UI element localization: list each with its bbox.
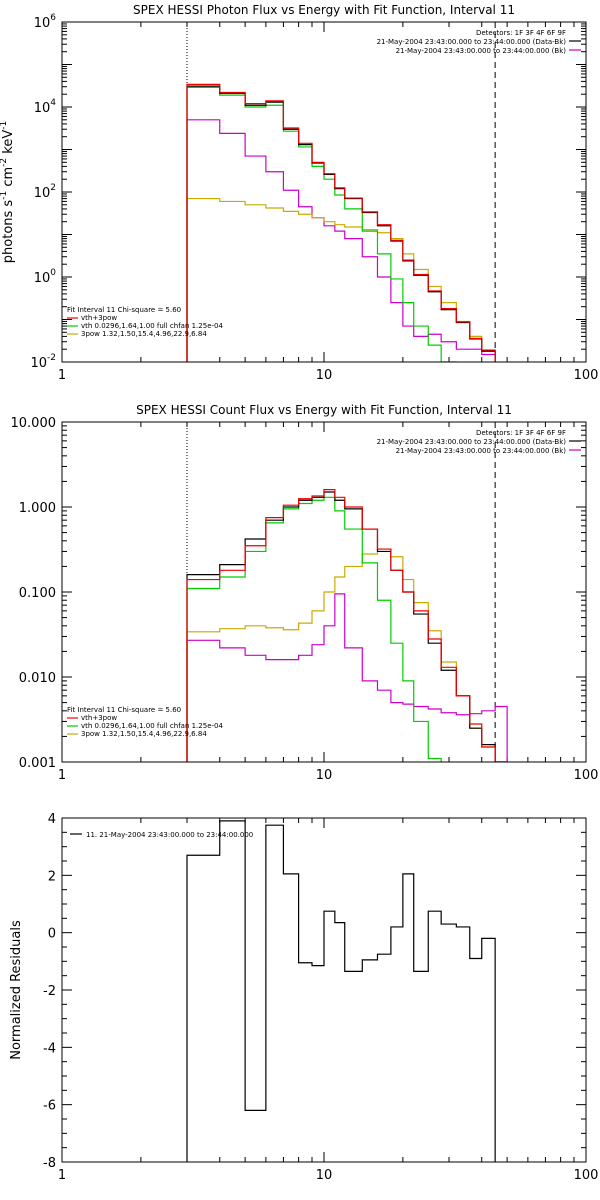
y-tick-label: 2 <box>48 869 56 884</box>
legend-bottom-left: Fit Interval 11 Chi-square = 5.60vth+3po… <box>67 306 223 338</box>
y-tick-label: 0 <box>48 927 56 942</box>
y-tick-label: -2 <box>43 984 56 999</box>
x-axis: 1 10 100 <box>58 422 599 783</box>
y-tick-label: 102 <box>34 183 56 201</box>
legend-entry: vth+3pow <box>81 314 117 322</box>
x-tick-label: 1 <box>58 768 66 783</box>
y-tick-label: 106 <box>34 13 57 31</box>
y-axis-label: photons s-1 cm-2 keV-1 <box>0 121 16 263</box>
y-tick-label: 0.010 <box>19 671 56 686</box>
legend-entry: vth+3pow <box>81 714 117 722</box>
x-tick-label: 100 <box>574 1168 599 1183</box>
series-vth-3pow <box>186 83 496 362</box>
legend-entry: Detectors: 1F 3F 4F 6F 9F <box>476 29 566 37</box>
chart-title: SPEX HESSI Photon Flux vs Energy with Fi… <box>133 3 515 17</box>
y-tick-label: 10-2 <box>30 353 56 371</box>
x-axis: 1 10 100 <box>58 22 599 383</box>
legend-bottom-left: Fit Interval 11 Chi-square = 5.60vth+3po… <box>67 706 223 738</box>
legend-entry: 21-May-2004 23:43:00.000 to 23:44:00.000… <box>396 447 567 455</box>
y-tick-label: 1.000 <box>19 501 56 516</box>
y-tick-label: 100 <box>34 268 57 286</box>
y-axis: 10-2 100 102 104 106 <box>30 13 586 371</box>
y-tick-label: 104 <box>34 98 57 116</box>
legend-entry: vth 0.0296,1.64,1.00 full chfan 1.25e-04 <box>81 722 223 730</box>
x-tick-label: 10 <box>316 368 333 383</box>
y-axis-label: Normalized Residuals <box>9 920 24 1060</box>
chart-panel-2: SPEX HESSI Count Flux vs Energy with Fit… <box>11 403 599 783</box>
legend-entry: 21-May-2004 23:43:00.000 to 23:44:00.000… <box>377 38 567 46</box>
x-tick-label: 1 <box>58 1168 66 1183</box>
x-tick-label: 10 <box>316 768 333 783</box>
y-axis: 0.001 0.010 0.100 1.000 10.000 <box>11 416 586 771</box>
chart-title: SPEX HESSI Count Flux vs Energy with Fit… <box>136 403 512 417</box>
legend-entry: vth 0.0296,1.64,1.00 full chfan 1.25e-04 <box>81 322 223 330</box>
plot-frame <box>61 421 587 763</box>
chart-panel-1: SPEX HESSI Photon Flux vs Energy with Fi… <box>0 3 599 383</box>
x-tick-label: 100 <box>574 768 599 783</box>
legend-entry: 11. 21-May-2004 23:43:00.000 to 23:44:00… <box>86 831 253 839</box>
series-11-21-may-2004-23-43-00-000-to-23-44-00-000 <box>186 820 496 1162</box>
legend-entry: 21-May-2004 23:43:00.000 to 23:44:00.000… <box>396 47 567 55</box>
y-tick-label: -4 <box>43 1041 56 1056</box>
y-tick-label: 0.001 <box>19 756 56 771</box>
series-bk <box>186 119 496 362</box>
plot-frame <box>61 817 587 1163</box>
series-vth-3pow <box>186 489 508 762</box>
legend-entry: Detectors: 1F 3F 4F 6F 9F <box>476 429 566 437</box>
legend-entry: 3pow 1.32,1.50,15.4,4.96,22.9,6.84 <box>81 330 207 338</box>
legend-entry: 3pow 1.32,1.50,15.4,4.96,22.9,6.84 <box>81 730 207 738</box>
legend-top-left: 11. 21-May-2004 23:43:00.000 to 23:44:00… <box>70 831 253 839</box>
legend-entry: Fit Interval 11 Chi-square = 5.60 <box>67 706 181 714</box>
y-tick-label: -6 <box>43 1099 56 1114</box>
y-tick-label: 4 <box>48 812 56 827</box>
plot-frame <box>61 21 587 363</box>
legend-entry: Fit Interval 11 Chi-square = 5.60 <box>67 306 181 314</box>
y-tick-label: 0.100 <box>19 586 56 601</box>
y-tick-label: -8 <box>43 1156 56 1171</box>
x-tick-label: 100 <box>574 368 599 383</box>
x-tick-label: 10 <box>316 1168 333 1183</box>
legend-entry: 21-May-2004 23:43:00.000 to 23:44:00.000… <box>377 438 567 446</box>
x-tick-label: 1 <box>58 368 66 383</box>
y-tick-label: 10.000 <box>11 416 57 431</box>
chart-panel-3: 1 10 100 -8 -6 -4 -2 0 2 4 Normalized Residuals 11.… <box>9 812 598 1183</box>
